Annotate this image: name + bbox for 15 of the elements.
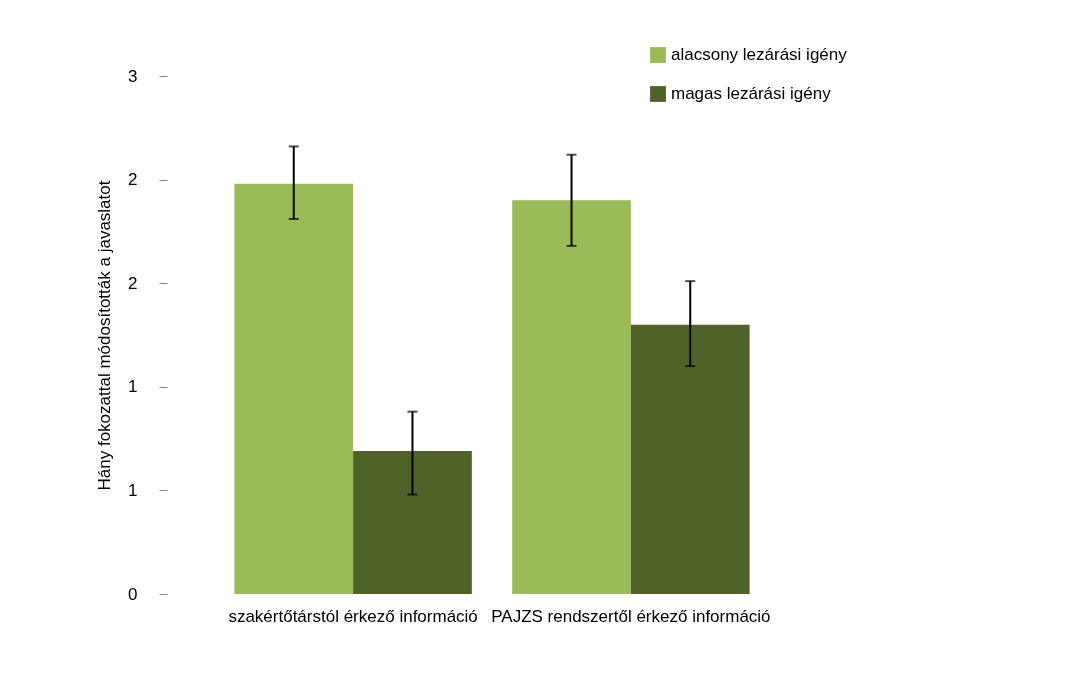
x-tick-label: PAJZS rendszertől érkező információ <box>491 606 771 626</box>
bar <box>630 324 750 594</box>
y-tick-label: 0 <box>128 584 138 604</box>
bar <box>512 200 631 594</box>
y-tick-label: 1 <box>128 377 138 397</box>
y-tick-label: 2 <box>128 170 138 190</box>
y-tick-label: 2 <box>128 273 138 293</box>
bar <box>353 451 472 594</box>
y-tick-label: 1 <box>128 480 138 500</box>
x-tick-label: szakértőtárstól érkező információ <box>228 606 478 626</box>
legend-label: magas lezárási igény <box>671 84 832 103</box>
y-axis-title: Hány fokozattal módosították a javaslatot <box>95 180 115 491</box>
bar <box>234 183 354 594</box>
y-tick-label: 3 <box>128 66 138 86</box>
legend-label: alacsony lezárási igény <box>671 45 848 64</box>
